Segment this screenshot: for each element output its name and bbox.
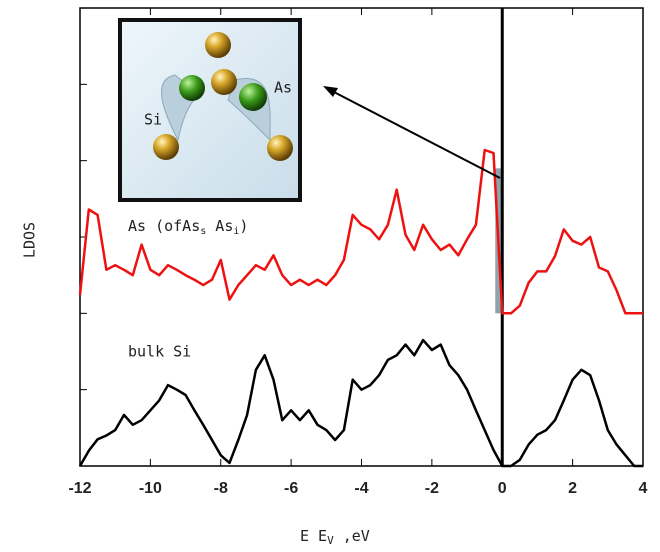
x-tick-label: -6 [284,480,298,497]
atom [211,69,237,95]
arrow-line [331,90,501,179]
annotation: bulk Si [128,343,191,361]
series-line [78,338,643,468]
x-axis-label: E EV ,eV [300,527,370,548]
annotation-part: As [206,217,233,235]
atom [153,134,179,160]
atom [239,83,267,111]
plot-area [78,7,644,468]
inset: Si As [118,18,302,202]
x-tick-label: -12 [68,480,91,497]
atom [267,135,293,161]
x-tick-label: -2 [425,480,439,497]
atom [205,32,231,58]
x-tick-label: -10 [139,480,162,497]
annotation-sub: i [233,226,239,237]
x-tick-label: -4 [354,480,368,497]
x-tick-label: -8 [214,480,228,497]
x-label-sub: V [327,534,334,547]
series-line [78,148,643,315]
inset-label: Si [144,111,162,129]
arrow [323,86,501,179]
arrow-head [323,86,338,97]
annotation-part: As (ofAs [128,217,200,235]
x-tick-label: 0 [498,480,507,497]
x-tick-label: 2 [568,480,577,497]
atom [179,75,205,101]
annotation: As (ofAss Asi) [128,217,248,238]
x-label-tail: ,eV [334,527,370,545]
x-tick-label: 4 [639,480,648,497]
inset-label: As [274,79,292,97]
annotation-sub: s [200,226,206,237]
y-axis-label: LDOS [21,222,39,258]
x-label-main: E E [300,527,327,545]
annotation-part: ) [239,217,248,235]
